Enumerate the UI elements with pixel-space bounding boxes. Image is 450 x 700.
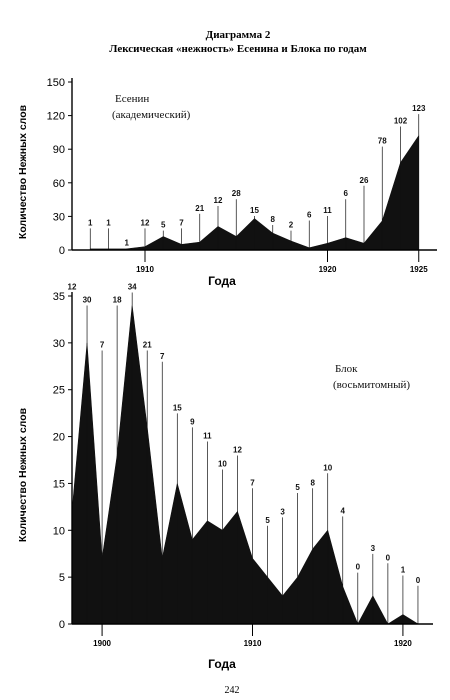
- yesenin-y-tick-label: 120: [47, 111, 65, 123]
- blok-data-label: 1: [401, 565, 406, 574]
- blok-data-label: 7: [100, 341, 105, 350]
- blok-data-label: 8: [310, 478, 315, 487]
- blok-data-label: 7: [160, 352, 165, 361]
- yesenin-data-label: 123: [412, 104, 426, 113]
- blok-data-label: 12: [68, 282, 77, 291]
- blok-data-label: 10: [323, 463, 332, 472]
- yesenin-data-label: 15: [250, 206, 259, 215]
- yesenin-y-axis-label: Количество Нежных слов: [17, 104, 29, 239]
- diagram-heading: Диаграмма 2: [206, 29, 271, 41]
- blok-y-tick-label: 0: [59, 619, 65, 631]
- blok-legend-text: Блок: [335, 363, 358, 375]
- blok-chart: 1230718342171591110127535810403010051015…: [17, 282, 433, 671]
- yesenin-data-label: 2: [289, 221, 294, 230]
- yesenin-y-tick-label: 150: [47, 77, 65, 89]
- yesenin-y-tick-label: 90: [53, 144, 65, 156]
- blok-data-label: 3: [371, 544, 376, 553]
- blok-legend-text: (восьмитомный): [333, 379, 410, 391]
- yesenin-data-label: 12: [141, 218, 150, 227]
- yesenin-data-label: 1: [125, 239, 130, 248]
- blok-x-tick-label: 1900: [93, 639, 111, 648]
- blok-data-label: 10: [218, 460, 227, 469]
- blok-data-label: 11: [203, 431, 212, 440]
- blok-y-tick-label: 20: [53, 432, 65, 444]
- yesenin-data-label: 11: [323, 206, 332, 215]
- blok-data-label: 12: [233, 446, 242, 455]
- blok-data-label: 0: [356, 563, 361, 572]
- blok-data-label: 15: [173, 403, 182, 412]
- blok-x-tick-label: 1910: [244, 639, 262, 648]
- yesenin-x-axis-label: Года: [208, 274, 236, 288]
- blok-data-label: 3: [280, 507, 285, 516]
- blok-data-label: 18: [113, 296, 122, 305]
- yesenin-legend-text: Есенин: [115, 93, 149, 105]
- yesenin-x-tick-label: 1920: [319, 265, 337, 274]
- blok-data-label: 0: [416, 576, 421, 585]
- yesenin-data-label: 78: [378, 137, 387, 146]
- blok-data-label: 5: [295, 483, 300, 492]
- blok-area: [71, 305, 420, 625]
- blok-y-axis-label: Количество Нежных слов: [17, 407, 29, 542]
- yesenin-legend-text: (академический): [112, 109, 191, 121]
- blok-y-tick-label: 10: [53, 525, 65, 537]
- yesenin-data-label: 6: [307, 211, 312, 220]
- yesenin-data-label: 26: [360, 176, 369, 185]
- blok-data-label: 5: [265, 516, 270, 525]
- yesenin-data-label: 12: [214, 196, 223, 205]
- yesenin-data-label: 1: [88, 218, 93, 227]
- yesenin-data-label: 28: [232, 189, 241, 198]
- blok-y-tick-label: 35: [53, 291, 65, 303]
- diagram-subheading: Лексическая «нежность» Есенина и Блока п…: [109, 43, 367, 55]
- blok-x-axis-label: Года: [208, 657, 236, 671]
- blok-x-tick-label: 1920: [394, 639, 412, 648]
- blok-data-label: 30: [83, 296, 92, 305]
- page-number: 242: [225, 685, 240, 696]
- yesenin-y-tick-label: 30: [53, 211, 65, 223]
- blok-data-label: 9: [190, 417, 195, 426]
- blok-y-tick-label: 25: [53, 385, 65, 397]
- blok-data-label: 21: [143, 341, 152, 350]
- yesenin-data-label: 102: [394, 116, 408, 125]
- blok-data-label: 4: [341, 506, 346, 515]
- blok-y-tick-label: 5: [59, 572, 65, 584]
- yesenin-y-tick-label: 60: [53, 178, 65, 190]
- blok-y-tick-label: 15: [53, 478, 65, 490]
- yesenin-data-label: 8: [271, 215, 276, 224]
- blok-data-label: 34: [128, 282, 137, 291]
- yesenin-data-label: 21: [195, 204, 204, 213]
- blok-y-tick-label: 30: [53, 338, 65, 350]
- yesenin-data-label: 7: [179, 218, 184, 227]
- blok-data-label: 7: [250, 478, 255, 487]
- yesenin-data-label: 1: [106, 218, 111, 227]
- yesenin-x-tick-label: 1910: [136, 265, 154, 274]
- yesenin-data-label: 5: [161, 221, 166, 230]
- yesenin-data-label: 6: [344, 189, 349, 198]
- yesenin-x-tick-label: 1925: [410, 265, 428, 274]
- blok-data-label: 0: [386, 553, 391, 562]
- yesenin-y-tick-label: 0: [59, 245, 65, 257]
